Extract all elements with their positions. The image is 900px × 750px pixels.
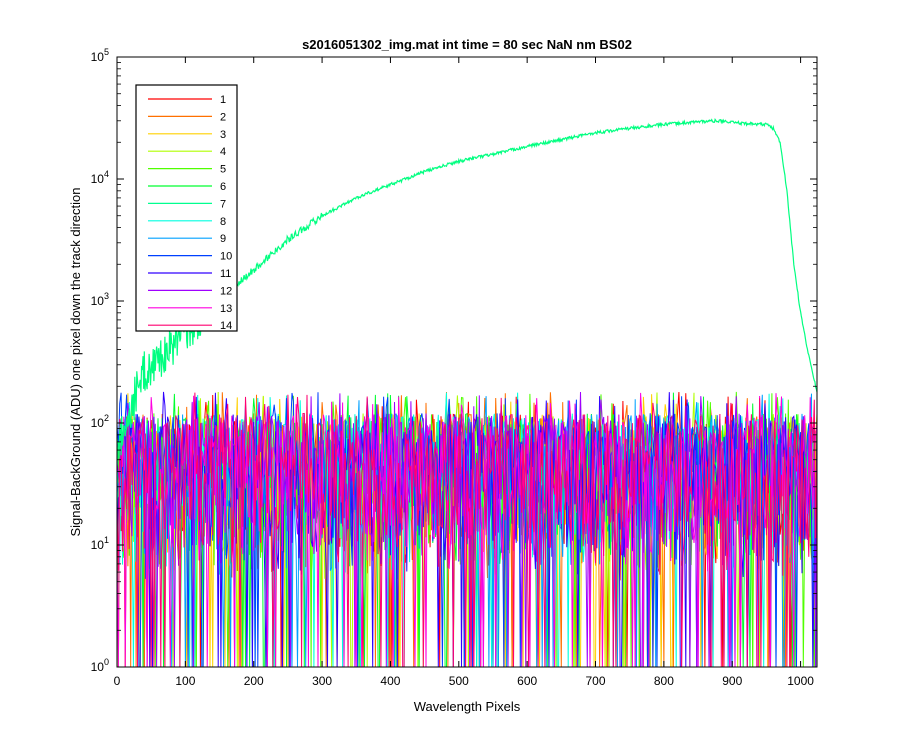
- y-tick-label: 103: [91, 291, 109, 308]
- plot-frame: [116, 56, 818, 668]
- y-tick-label: 100: [91, 657, 109, 674]
- plot-lines: [116, 118, 818, 668]
- x-tick-label: 1000: [787, 674, 814, 688]
- legend-label-13: 13: [220, 303, 232, 315]
- legend-label-4: 4: [220, 146, 226, 158]
- legend-label-1: 1: [220, 94, 226, 106]
- legend-label-12: 12: [220, 285, 232, 297]
- x-tick-label: 100: [175, 674, 195, 688]
- x-tick-label: 800: [654, 674, 674, 688]
- noise-series-group: [116, 391, 818, 668]
- y-tick-label: 105: [91, 47, 109, 64]
- x-tick-label: 500: [449, 674, 469, 688]
- x-tick-label: 600: [517, 674, 537, 688]
- x-tick-label: 300: [312, 674, 332, 688]
- x-tick-label: 700: [586, 674, 606, 688]
- legend-label-10: 10: [220, 251, 232, 263]
- legend-label-14: 14: [220, 320, 232, 332]
- y-tick-label: 104: [91, 169, 109, 186]
- x-axis-label: Wavelength Pixels: [414, 699, 521, 714]
- legend-label-5: 5: [220, 164, 226, 176]
- legend-label-7: 7: [220, 198, 226, 210]
- x-tick-label: 900: [722, 674, 742, 688]
- legend-label-3: 3: [220, 129, 226, 141]
- series-line-12: [116, 391, 818, 668]
- chart-title: s2016051302_img.mat int time = 80 sec Na…: [302, 37, 632, 52]
- series-line-14: [116, 392, 818, 668]
- x-tick-label: 200: [244, 674, 264, 688]
- legend-label-2: 2: [220, 111, 226, 123]
- x-tick-label: 0: [114, 674, 121, 688]
- y-axis-label: Signal-BackGround (ADU) one pixel down t…: [68, 187, 83, 536]
- y-tick-label: 102: [91, 413, 109, 430]
- legend-label-8: 8: [220, 216, 226, 228]
- legend-label-6: 6: [220, 181, 226, 193]
- legend-label-9: 9: [220, 233, 226, 245]
- y-tick-label: 101: [91, 535, 109, 552]
- x-axis: 0 100 200 300 400 500 600 700 800 900 1000: [114, 57, 814, 688]
- legend-label-11: 11: [220, 268, 231, 280]
- x-tick-label: 400: [380, 674, 400, 688]
